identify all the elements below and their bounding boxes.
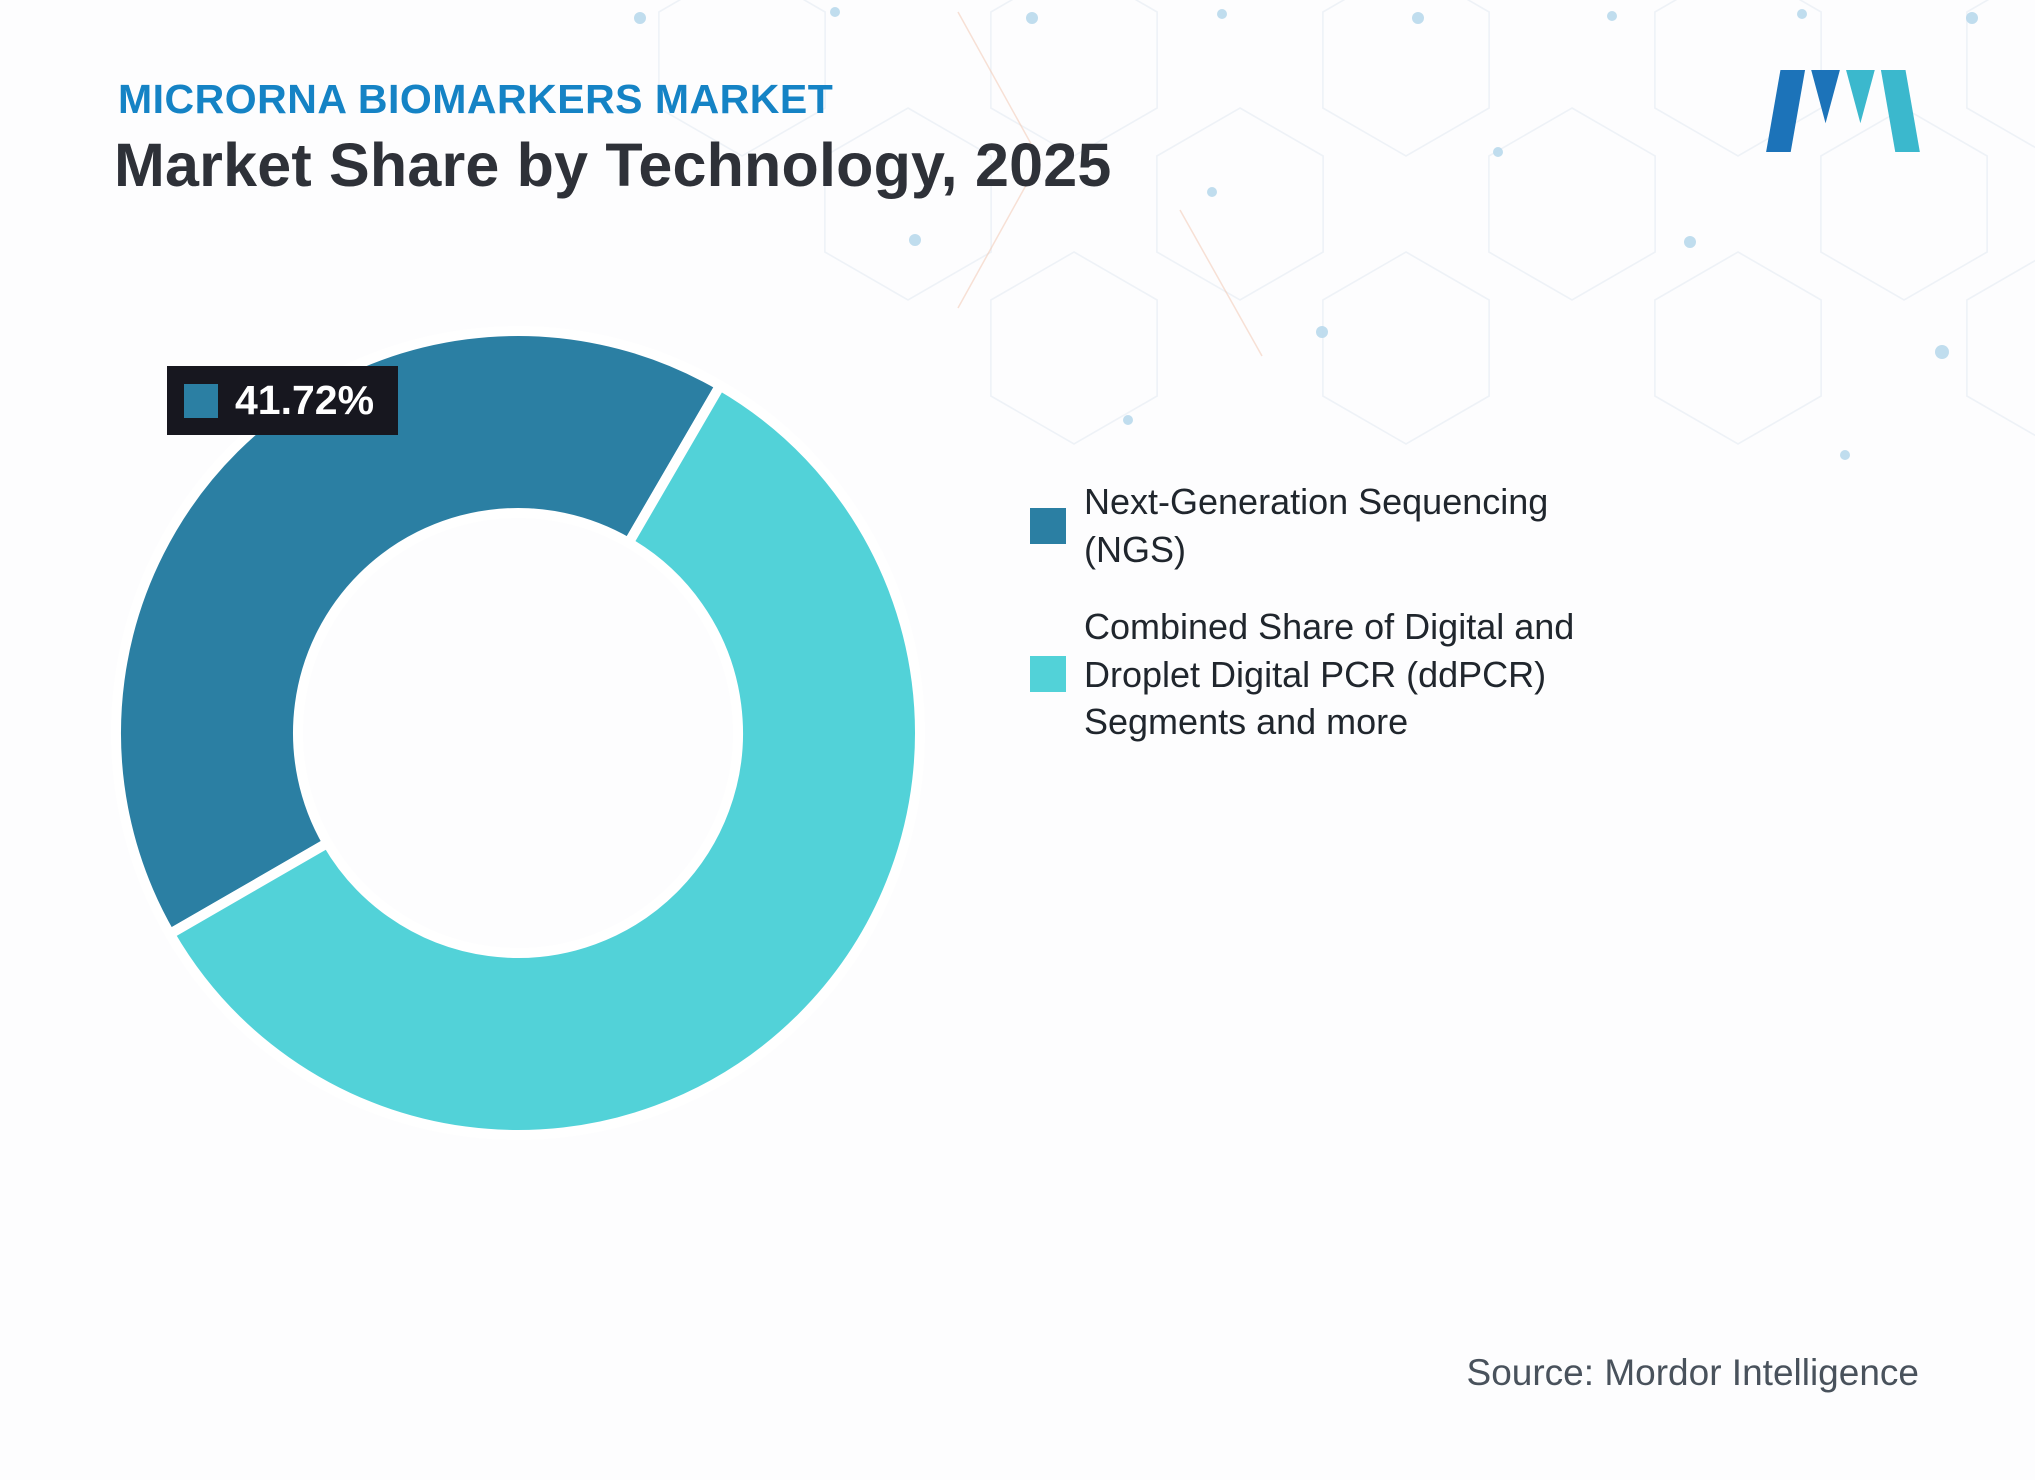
legend-label-ddpcr: Combined Share of Digital and Droplet Di… [1084, 606, 1575, 743]
legend-swatch-ngs [1030, 507, 1066, 544]
value-callout-badge: 41.72% [167, 366, 399, 435]
chart-legend: Next-Generation Sequencing (NGS) Combine… [1030, 478, 1710, 746]
donut-slice-0[interactable] [111, 326, 726, 939]
legend-label-ngs: Next-Generation Sequencing (NGS) [1084, 481, 1549, 570]
donut-chart [103, 318, 933, 1148]
legend-item-ddpcr: Combined Share of Digital and Droplet Di… [1030, 603, 1710, 746]
logo-shape-2 [1811, 70, 1840, 124]
donut-chart-svg [111, 326, 925, 1140]
legend-swatch-ddpcr [1030, 656, 1066, 693]
mordor-intelligence-logo [1766, 70, 1920, 152]
callout-series-swatch [184, 383, 218, 418]
report-eyebrow: MICRORNA BIOMARKERS MARKET [118, 76, 834, 122]
legend-item-ngs: Next-Generation Sequencing (NGS) [1030, 478, 1710, 573]
source-attribution: Source: Mordor Intelligence [1466, 1352, 1919, 1393]
page-title: Market Share by Technology, 2025 [114, 131, 1112, 199]
logo-shape-4 [1880, 70, 1920, 152]
logo-shape-3 [1846, 70, 1875, 124]
callout-value: 41.72% [235, 377, 375, 423]
donut-slice-1[interactable] [164, 380, 925, 1140]
logo-shape-1 [1766, 70, 1806, 152]
